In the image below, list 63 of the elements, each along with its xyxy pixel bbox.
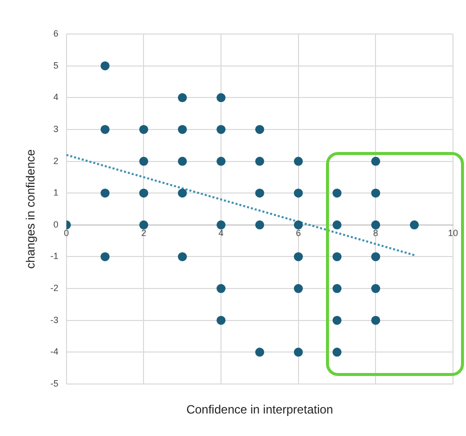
- point: [100, 61, 110, 70]
- y-tick-label: 2: [53, 156, 58, 166]
- point: [178, 93, 187, 102]
- point: [371, 316, 380, 325]
- point: [216, 93, 226, 102]
- point: [371, 252, 380, 262]
- point: [139, 156, 148, 166]
- x-tick-label: 0: [64, 228, 69, 238]
- point: [178, 252, 187, 262]
- y-tick-label: 6: [53, 28, 58, 38]
- point: [371, 220, 380, 230]
- point: [178, 124, 187, 134]
- point: [332, 316, 342, 325]
- point: [255, 188, 264, 198]
- point: [294, 220, 303, 230]
- y-tick-label: 1: [53, 188, 58, 198]
- point: [139, 220, 148, 230]
- y-axis-title: changes in confidence: [24, 148, 38, 269]
- point: [332, 220, 342, 230]
- point: [255, 156, 264, 166]
- point: [294, 284, 303, 294]
- point: [216, 316, 226, 325]
- y-tick-label: -4: [50, 346, 58, 357]
- point: [255, 124, 264, 134]
- point: [332, 348, 342, 357]
- point: [371, 188, 380, 198]
- point: [216, 284, 226, 294]
- point: [255, 348, 264, 357]
- x-tick-label: 10: [448, 228, 458, 238]
- point: [100, 124, 110, 134]
- point: [410, 220, 419, 230]
- point: [332, 284, 342, 294]
- y-tick-label: -1: [50, 251, 58, 262]
- y-tick-label: 5: [53, 60, 58, 70]
- point: [139, 188, 148, 198]
- point: [216, 220, 226, 230]
- point: [216, 156, 226, 166]
- y-tick-label: 4: [53, 92, 58, 102]
- x-tick-label: 8: [373, 228, 378, 238]
- point: [371, 284, 380, 294]
- point: [332, 188, 342, 198]
- y-tick-label: 3: [53, 124, 58, 134]
- point: [371, 156, 380, 166]
- y-tick-label: -3: [50, 314, 58, 325]
- point: [255, 220, 264, 230]
- x-tick-label: 4: [218, 228, 224, 238]
- x-tick-label: 2: [141, 228, 146, 238]
- x-tick-label: 6: [296, 228, 301, 238]
- point: [294, 252, 303, 262]
- point: [100, 188, 110, 198]
- point: [139, 124, 148, 134]
- point: [178, 188, 187, 198]
- point: [216, 124, 226, 134]
- point: [178, 156, 187, 166]
- y-tick-label: -2: [50, 283, 58, 294]
- point: [294, 156, 303, 166]
- point: [294, 348, 303, 357]
- point: [332, 252, 342, 262]
- y-tick-label: 0: [53, 219, 58, 230]
- point: [100, 252, 110, 262]
- y-tick-label: -5: [50, 378, 58, 388]
- x-axis-title: Confidence in interpretation: [186, 402, 334, 416]
- point: [294, 188, 303, 198]
